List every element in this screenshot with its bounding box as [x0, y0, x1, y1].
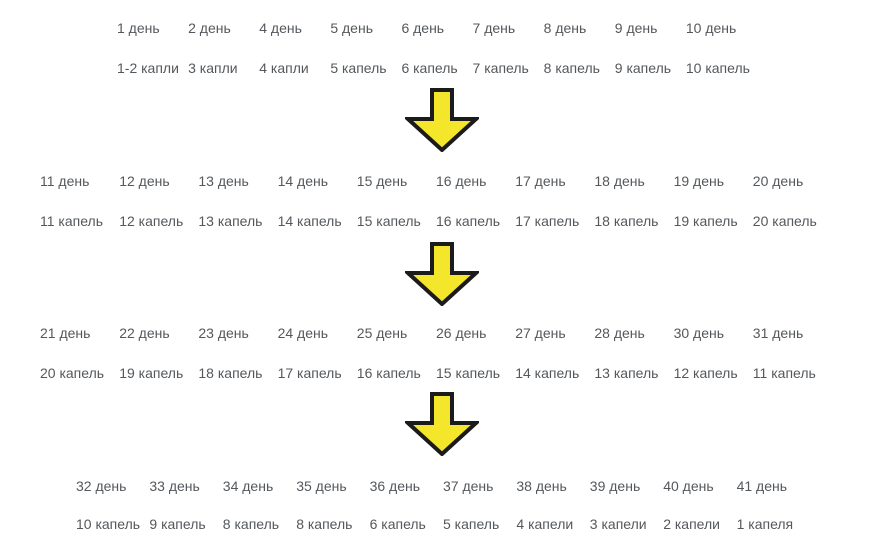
drops-label: 9 капель	[149, 516, 206, 532]
drops-label: 1 капеля	[736, 516, 794, 532]
drops-label: 14 капель	[277, 213, 342, 229]
drops-label: 15 капель	[356, 213, 421, 229]
day-label: 21 день	[40, 325, 91, 341]
day-label: 30 день	[673, 325, 725, 341]
day-label: 11 день	[40, 173, 90, 189]
drops-label: 19 капель	[119, 365, 184, 381]
drops-label: 11 капель	[40, 213, 104, 229]
day-label: 41 день	[736, 478, 788, 494]
day-label: 17 день	[515, 173, 566, 189]
day-label: 33 день	[149, 478, 200, 494]
day-label: 22 день	[119, 325, 170, 341]
drops-label: 8 капель	[543, 60, 600, 76]
drops-label: 11 капель	[752, 365, 816, 381]
drops-label: 8 капель	[296, 516, 353, 532]
drops-label: 8 капель	[222, 516, 280, 532]
drops-label: 13 капель	[594, 365, 659, 381]
day-label: 2 день	[188, 20, 231, 36]
day-label: 18 день	[594, 173, 645, 189]
drops-label: 3 капли	[188, 60, 238, 76]
drops-label: 20 капель	[752, 213, 817, 229]
drops-label: 5 капель	[330, 60, 387, 76]
day-label: 10 день	[685, 20, 737, 36]
day-label: 36 день	[369, 478, 421, 494]
day-label: 6 день	[401, 20, 445, 36]
day-label: 28 день	[594, 325, 645, 341]
drops-label: 14 капель	[515, 365, 580, 381]
down-arrow-icon	[405, 392, 479, 456]
drops-label: 3 капели	[589, 516, 647, 532]
drops-label: 4 капели	[516, 516, 574, 532]
day-label: 1 день	[117, 20, 160, 36]
down-arrow-icon	[405, 242, 479, 306]
drops-label: 6 капель	[369, 516, 426, 532]
dosage-section-days-11-20: 11 день 12 день 13 день 14 день 15 день 16 де…	[40, 173, 832, 229]
drops-label: 9 капель	[614, 60, 672, 76]
drops-label: 16 капель	[435, 213, 501, 229]
day-label: 31 день	[752, 325, 804, 341]
day-label: 14 день	[277, 173, 329, 189]
day-label: 35 день	[296, 478, 347, 494]
drops-label: 16 капель	[356, 365, 421, 381]
day-label: 23 день	[198, 325, 249, 341]
drops-label: 19 капель	[673, 213, 738, 229]
dosage-section-days-1-10: 1 день 2 день 4 день 5 день 6 день 7 день 8 де…	[117, 20, 757, 76]
day-label: 7 день	[472, 20, 516, 36]
day-label: 5 день	[330, 20, 373, 36]
day-label: 4 день	[259, 20, 302, 36]
day-label: 15 день	[356, 173, 408, 189]
day-label: 24 день	[277, 325, 329, 341]
drops-label: 20 капель	[40, 365, 105, 381]
drops-label: 18 капель	[594, 213, 659, 229]
day-label: 27 день	[515, 325, 566, 341]
day-label: 40 день	[663, 478, 714, 494]
day-label: 25 день	[356, 325, 408, 341]
drops-label: 18 капель	[198, 365, 263, 381]
day-label: 12 день	[119, 173, 170, 189]
drops-label: 5 капель	[443, 516, 500, 532]
drops-label: 1-2 капли	[117, 60, 179, 76]
day-label: 20 день	[752, 173, 804, 189]
drops-label: 12 капель	[119, 213, 184, 229]
day-label: 32 день	[76, 478, 127, 494]
day-label: 39 день	[589, 478, 641, 494]
drops-label: 4 капли	[259, 60, 309, 76]
drops-label: 10 капель	[76, 516, 141, 532]
dosage-section-days-21-31: 21 день 22 день 23 день 24 день 25 день 26 де…	[40, 325, 832, 381]
drops-label: 10 капель	[685, 60, 750, 76]
day-label: 19 день	[673, 173, 725, 189]
drops-label: 7 капель	[472, 60, 529, 76]
drops-label: 17 капель	[277, 365, 342, 381]
drops-label: 6 капель	[401, 60, 458, 76]
day-label: 9 день	[614, 20, 658, 36]
dosage-section-days-32-41: 32 день 33 день 34 день 35 день 36 день 37 де…	[76, 478, 810, 532]
day-label: 26 день	[435, 325, 487, 341]
day-label: 8 день	[543, 20, 587, 36]
down-arrow-icon	[405, 88, 479, 152]
day-label: 37 день	[443, 478, 494, 494]
drops-label: 17 капель	[515, 213, 580, 229]
drops-label: 2 капели	[663, 516, 720, 532]
drops-label: 12 капель	[673, 365, 738, 381]
day-label: 34 день	[222, 478, 274, 494]
day-label: 16 день	[435, 173, 487, 189]
drops-label: 15 капель	[435, 365, 501, 381]
day-label: 38 день	[516, 478, 567, 494]
day-label: 13 день	[198, 173, 249, 189]
drops-label: 13 капель	[198, 213, 263, 229]
